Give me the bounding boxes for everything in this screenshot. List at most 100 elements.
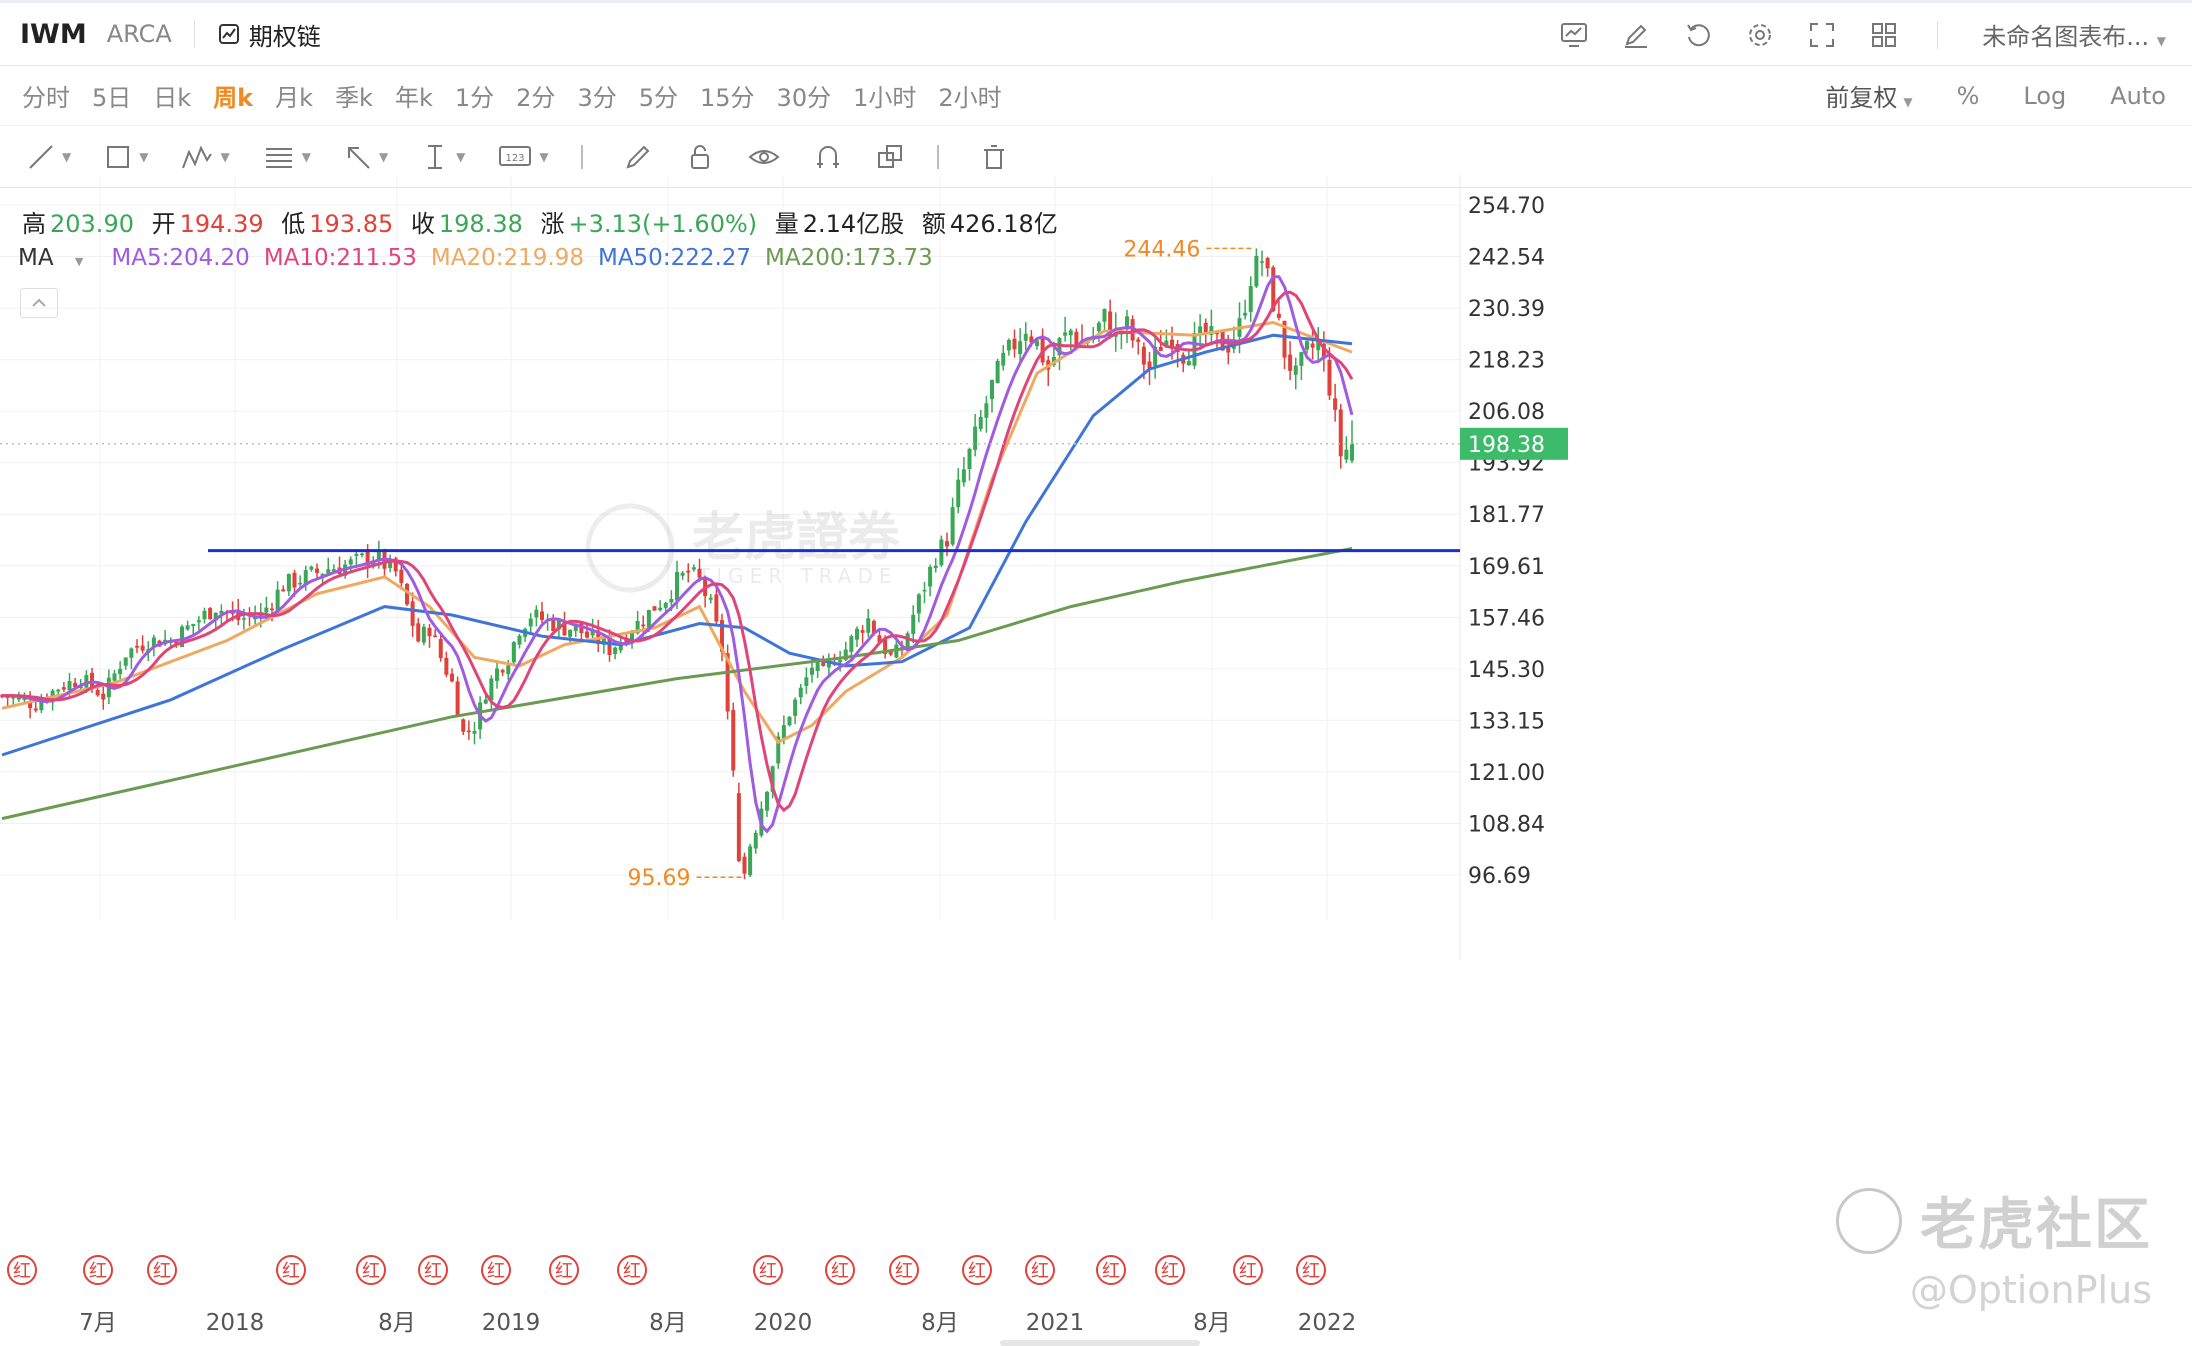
period-7[interactable]: 1分 (454, 84, 495, 112)
magnet-icon (816, 145, 839, 168)
period-2[interactable]: 日k (153, 84, 192, 112)
candle-body (1035, 340, 1039, 347)
arrow-tool[interactable]: ▼ (343, 142, 388, 172)
candle-body (1096, 322, 1101, 332)
dividend-marker-text: 红 (282, 1261, 300, 1282)
dividend-marker-text: 红 (487, 1261, 505, 1282)
dividend-marker-circle (1025, 1255, 1055, 1285)
chart-layout-name[interactable]: 未命名图表布... ▼ (1982, 23, 2166, 51)
candle-body (1350, 443, 1354, 461)
x-tick-label: 2020 (754, 1310, 813, 1336)
chart-option-0[interactable]: 前复权 ▼ (1825, 84, 1913, 112)
dividend-marker-text: 红 (759, 1261, 777, 1282)
candle-body (1254, 255, 1259, 287)
trend-line-tool[interactable]: ▼ (26, 142, 71, 172)
candle-body (686, 570, 691, 573)
period-4[interactable]: 月k (275, 84, 314, 112)
candle-body (1108, 311, 1113, 337)
fullscreen-icon[interactable] (1805, 18, 1839, 52)
lock-tool[interactable] (685, 142, 715, 172)
chart-option-3[interactable]: Auto (2110, 81, 2166, 110)
option-chain-icon (218, 24, 239, 44)
symbol[interactable]: IWM (20, 18, 87, 50)
text-tool[interactable]: 123 ▼ (497, 142, 549, 172)
candle-body (877, 635, 882, 643)
candle-body (956, 479, 961, 508)
divider (193, 20, 195, 48)
dividend-marker-text: 红 (1302, 1261, 1320, 1282)
candle-body (1040, 335, 1045, 363)
dividend-marker: 红 (418, 1255, 448, 1285)
period-5[interactable]: 季k (335, 84, 373, 112)
candle-body (1170, 339, 1174, 349)
period-9[interactable]: 3分 (577, 84, 617, 112)
change-value: +3.13(+1.60%) (568, 210, 758, 238)
fib-tool[interactable]: ▼ (262, 142, 311, 172)
option-chain-button[interactable]: 期权链 (217, 17, 321, 52)
period-0[interactable]: 分时 (22, 84, 70, 112)
dividend-marker-circle (481, 1255, 511, 1285)
low-annotation: 95.69 (628, 866, 691, 891)
candle-body (534, 609, 539, 618)
clone-tool[interactable] (875, 142, 905, 172)
candle-body (393, 558, 398, 572)
reset-icon[interactable] (1681, 18, 1715, 52)
ma-line-ma10 (2, 290, 1354, 813)
layout-grid-icon[interactable] (1867, 18, 1901, 52)
candle-body (444, 657, 449, 675)
time-scrollbar (1000, 1340, 1200, 1346)
candle-body (360, 553, 364, 556)
candle-body (753, 833, 758, 849)
trash-icon (983, 144, 1004, 169)
draw-icon[interactable] (1619, 18, 1653, 52)
period-3[interactable]: 周k (213, 84, 254, 112)
brush-tool[interactable] (623, 142, 653, 172)
chevron-up-icon (32, 298, 46, 307)
candle-body (500, 670, 505, 673)
dividend-marker: 红 (1025, 1255, 1055, 1285)
candle-body (658, 607, 663, 611)
chart-option-1[interactable]: % (1956, 81, 1980, 110)
candle-body (1023, 333, 1028, 341)
candle-body (675, 572, 679, 601)
candle-body (1321, 344, 1326, 359)
period-13[interactable]: 1小时 (853, 84, 917, 112)
period-10[interactable]: 5分 (638, 84, 678, 112)
period-12[interactable]: 30分 (776, 84, 832, 112)
period-6[interactable]: 年k (394, 84, 433, 112)
candle-body (180, 626, 184, 647)
candle-body (292, 572, 297, 588)
magnet-tool[interactable] (813, 142, 843, 172)
delete-tool[interactable] (979, 142, 1009, 172)
candle-body (1316, 340, 1321, 351)
candle-body (928, 566, 933, 587)
period-14[interactable]: 2小时 (938, 84, 1002, 112)
y-tick-label: 218.23 (1468, 349, 1545, 374)
candle-body (843, 649, 848, 660)
candle-body (939, 539, 944, 566)
visibility-tool[interactable] (747, 142, 781, 172)
candle-body (579, 623, 584, 634)
candle-body (410, 601, 415, 626)
period-8[interactable]: 2分 (516, 84, 556, 112)
candle-body (770, 766, 775, 792)
period-1[interactable]: 5日 (92, 84, 132, 112)
rectangle-tool[interactable]: ▼ (103, 142, 148, 172)
period-11[interactable]: 15分 (700, 84, 755, 112)
low-label: 低 (281, 210, 306, 238)
collapse-legend-button[interactable] (20, 288, 58, 318)
settings-icon[interactable] (1743, 18, 1777, 52)
pattern-tool[interactable]: ▼ (180, 142, 230, 172)
measure-tool[interactable]: ▼ (420, 142, 465, 172)
candle-body (911, 614, 916, 634)
candle-body (1125, 316, 1129, 330)
candle-body (731, 709, 736, 771)
x-tick-label: 8月 (378, 1310, 416, 1336)
indicator-icon[interactable] (1557, 18, 1591, 52)
fib-icon (265, 147, 292, 168)
candle-body (1130, 319, 1135, 341)
ma-selector[interactable]: MA ▼ (18, 245, 84, 271)
candle-body (804, 677, 809, 687)
chart-option-2[interactable]: Log (2023, 81, 2067, 110)
